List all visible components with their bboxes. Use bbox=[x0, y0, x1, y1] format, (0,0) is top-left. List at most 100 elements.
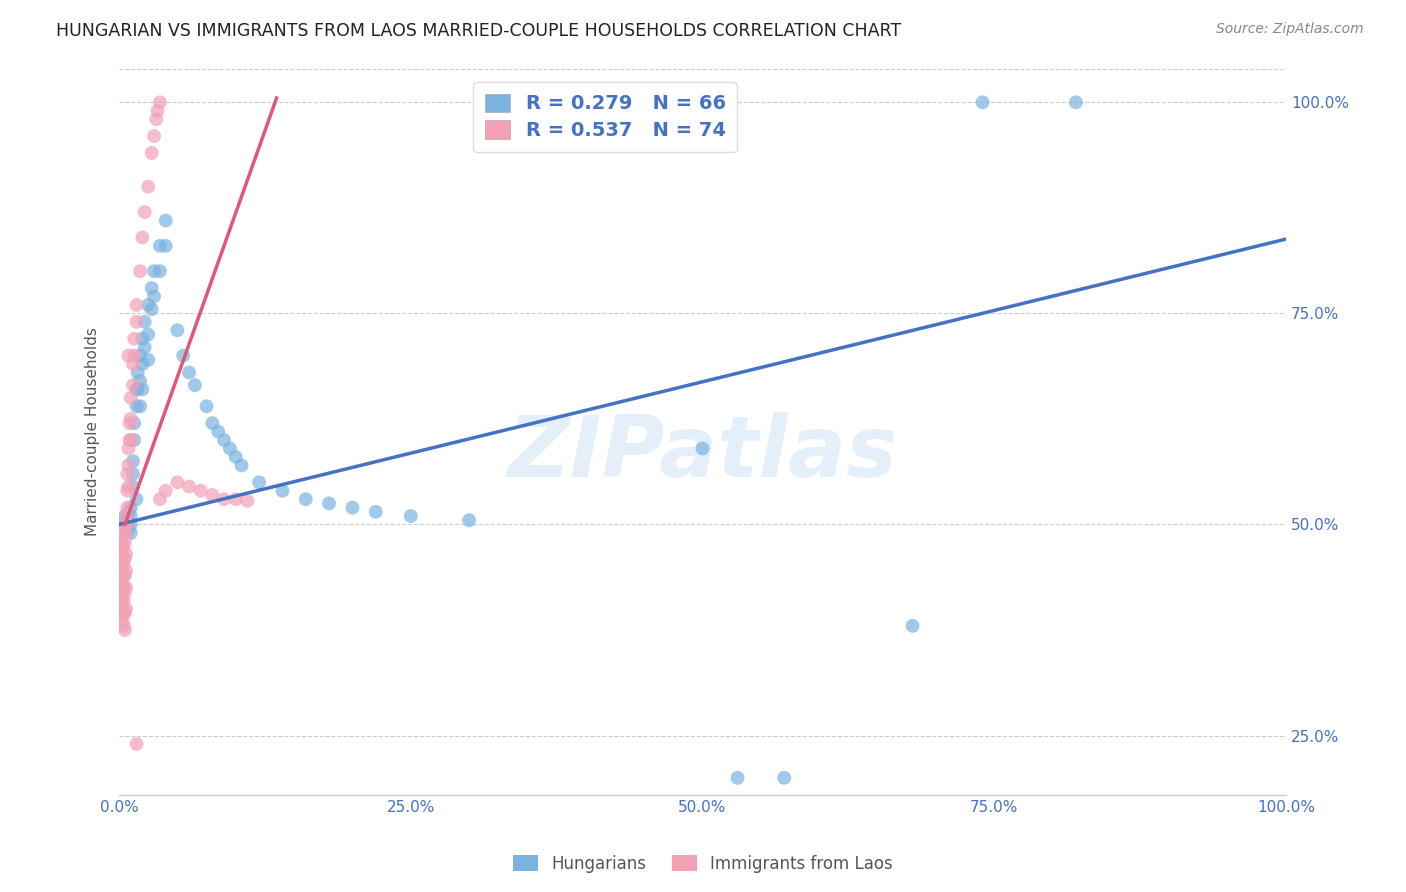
Point bbox=[110, 585, 132, 599]
Point bbox=[115, 564, 138, 578]
Point bbox=[201, 488, 224, 502]
Point bbox=[112, 619, 135, 633]
Point bbox=[236, 493, 259, 508]
Point bbox=[112, 581, 135, 595]
Point bbox=[146, 103, 169, 118]
Point bbox=[110, 593, 132, 607]
Point bbox=[1064, 95, 1087, 110]
Point bbox=[125, 315, 148, 329]
Point bbox=[207, 425, 229, 439]
Point bbox=[114, 513, 136, 527]
Point bbox=[115, 511, 138, 525]
Point bbox=[112, 539, 135, 553]
Point bbox=[177, 366, 200, 380]
Point bbox=[115, 602, 138, 616]
Point bbox=[190, 483, 212, 498]
Point bbox=[136, 179, 159, 194]
Point bbox=[110, 576, 132, 591]
Point bbox=[136, 298, 159, 312]
Point bbox=[122, 433, 145, 447]
Point bbox=[134, 340, 156, 354]
Point bbox=[129, 399, 152, 413]
Point bbox=[111, 539, 134, 553]
Point bbox=[114, 519, 136, 533]
Point bbox=[271, 483, 294, 498]
Point bbox=[117, 522, 139, 536]
Point bbox=[247, 475, 270, 490]
Point bbox=[114, 585, 136, 599]
Point bbox=[364, 505, 387, 519]
Point bbox=[125, 737, 148, 751]
Point bbox=[120, 433, 142, 447]
Point bbox=[114, 568, 136, 582]
Point bbox=[117, 458, 139, 473]
Legend: Hungarians, Immigrants from Laos: Hungarians, Immigrants from Laos bbox=[506, 848, 900, 880]
Point bbox=[145, 112, 167, 127]
Point bbox=[149, 264, 172, 278]
Point bbox=[166, 323, 188, 337]
Point bbox=[110, 568, 132, 582]
Point bbox=[225, 450, 247, 464]
Point bbox=[136, 352, 159, 367]
Point bbox=[114, 623, 136, 637]
Point bbox=[114, 534, 136, 549]
Point bbox=[184, 378, 207, 392]
Point bbox=[122, 454, 145, 468]
Point bbox=[115, 547, 138, 561]
Point bbox=[692, 442, 714, 456]
Point bbox=[112, 568, 135, 582]
Point bbox=[155, 213, 177, 227]
Point bbox=[177, 479, 200, 493]
Point bbox=[114, 551, 136, 566]
Point bbox=[131, 383, 153, 397]
Point bbox=[120, 517, 142, 532]
Legend: R = 0.279   N = 66, R = 0.537   N = 74: R = 0.279 N = 66, R = 0.537 N = 74 bbox=[472, 82, 737, 152]
Point bbox=[727, 771, 749, 785]
Point bbox=[122, 357, 145, 371]
Point bbox=[219, 442, 242, 456]
Point bbox=[111, 564, 134, 578]
Point bbox=[294, 492, 316, 507]
Point bbox=[131, 357, 153, 371]
Point bbox=[115, 500, 138, 515]
Point bbox=[136, 327, 159, 342]
Point bbox=[118, 416, 141, 430]
Point bbox=[114, 509, 136, 524]
Point bbox=[114, 606, 136, 620]
Point bbox=[231, 458, 253, 473]
Point bbox=[117, 479, 139, 493]
Point bbox=[120, 412, 142, 426]
Point bbox=[117, 349, 139, 363]
Point bbox=[143, 264, 166, 278]
Point bbox=[149, 239, 172, 253]
Point bbox=[120, 500, 142, 515]
Point bbox=[125, 492, 148, 507]
Point bbox=[122, 332, 145, 346]
Point bbox=[110, 534, 132, 549]
Point bbox=[120, 391, 142, 405]
Point bbox=[201, 416, 224, 430]
Point bbox=[212, 433, 235, 447]
Point bbox=[399, 509, 422, 524]
Point bbox=[134, 205, 156, 219]
Point bbox=[115, 517, 138, 532]
Point bbox=[122, 349, 145, 363]
Point bbox=[122, 467, 145, 481]
Point bbox=[134, 315, 156, 329]
Point bbox=[115, 467, 138, 481]
Point bbox=[149, 492, 172, 507]
Point bbox=[114, 517, 136, 532]
Point bbox=[125, 383, 148, 397]
Point bbox=[122, 416, 145, 430]
Point bbox=[112, 593, 135, 607]
Point bbox=[112, 525, 135, 540]
Point bbox=[972, 95, 994, 110]
Point bbox=[143, 129, 166, 144]
Point bbox=[117, 513, 139, 527]
Point bbox=[111, 551, 134, 566]
Point bbox=[115, 509, 138, 524]
Text: Source: ZipAtlas.com: Source: ZipAtlas.com bbox=[1216, 22, 1364, 37]
Point bbox=[901, 619, 924, 633]
Point bbox=[122, 479, 145, 493]
Point bbox=[342, 500, 364, 515]
